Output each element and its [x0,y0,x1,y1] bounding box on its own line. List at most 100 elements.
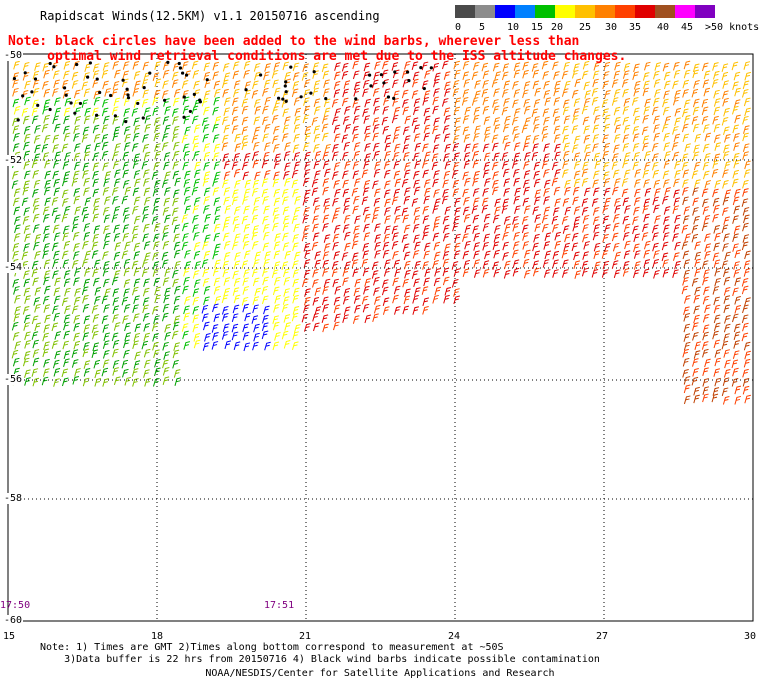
wind-barb [102,162,109,171]
wind-barb [51,196,59,206]
wind-barb [231,97,239,107]
wind-barb [213,215,221,224]
wind-barb [674,241,681,251]
wind-barb [262,116,269,125]
wind-barb [113,206,121,215]
wind-barb [502,231,509,241]
wind-barb [402,278,409,288]
wind-barb [423,132,430,142]
wind-barb [252,159,260,169]
wind-barb [202,224,210,233]
contamination-marker [69,101,73,105]
wind-barb [551,215,559,225]
scale-swatch [455,5,475,18]
wind-barb [83,324,91,333]
wind-barb [704,358,711,368]
wind-barb [312,232,320,241]
wind-barb [593,152,601,162]
wind-barb [322,160,330,169]
wind-barb [232,304,240,314]
wind-barb [481,197,489,207]
wind-barb [21,251,29,261]
wind-barb [642,114,649,124]
wind-barb [482,222,490,232]
wind-barb [32,170,39,179]
wind-barb [402,152,410,161]
wind-barb [731,61,739,71]
wind-barb [12,243,20,252]
wind-barb [502,251,509,261]
wind-barb [393,143,401,153]
wind-barb [83,342,90,351]
wind-barb [683,269,690,279]
wind-barb [373,287,380,296]
wind-barb [403,195,411,205]
wind-barb [404,187,411,196]
wind-barb [664,115,672,125]
wind-barb [242,196,249,205]
wind-barb [212,123,219,133]
contamination-marker [188,109,192,114]
wind-barb [671,141,679,151]
wind-barb [464,224,472,234]
wind-barb [344,242,351,252]
wind-barb [453,106,461,116]
wind-barb [53,287,61,297]
contamination-marker [23,71,27,75]
wind-barb [172,278,179,288]
wind-barb [293,161,301,170]
wind-barb [252,179,260,189]
wind-barb [102,359,110,369]
wind-barb [623,62,631,72]
wind-barb [592,78,599,88]
wind-barb [573,170,581,180]
wind-barb [41,376,49,386]
wind-barb [721,260,729,269]
wind-barb [702,79,710,89]
wind-barb [602,171,610,180]
wind-barb [73,143,81,152]
wind-barb [193,197,201,206]
wind-barb [553,71,560,80]
wind-barb [122,70,129,80]
wind-barb [52,224,60,234]
wind-barb [222,63,230,72]
wind-barb [622,232,630,241]
wind-barb [312,197,320,206]
wind-barb [112,61,119,70]
wind-barb [391,240,399,250]
wind-barb [113,322,121,331]
wind-barb [592,170,600,180]
wind-barb [694,241,701,250]
wind-barb [722,377,730,386]
wind-barb [482,268,490,278]
wind-barb [541,160,549,170]
wind-barb [192,69,200,79]
wind-barb [203,90,211,99]
wind-barb [492,99,499,108]
wind-barb [331,260,339,270]
wind-barb [543,179,551,189]
wind-barb [371,261,379,271]
wind-barb [292,269,300,278]
wind-barb [133,153,141,162]
wind-barb [733,331,741,341]
wind-barb [364,213,371,223]
wind-barb [581,168,589,178]
wind-barb [731,378,739,387]
wind-barb [31,315,39,325]
wind-barb [111,187,119,196]
wind-barb [284,322,291,331]
wind-barb [571,125,579,134]
wind-barb [712,213,719,223]
wind-barb [374,241,381,251]
wind-barb [702,295,710,305]
wind-barb [301,278,309,288]
wind-barb [193,242,201,251]
wind-barb [301,232,309,242]
wind-barb [53,187,61,197]
wind-barb [523,186,530,196]
wind-barb [694,133,702,143]
wind-barb [672,233,679,242]
